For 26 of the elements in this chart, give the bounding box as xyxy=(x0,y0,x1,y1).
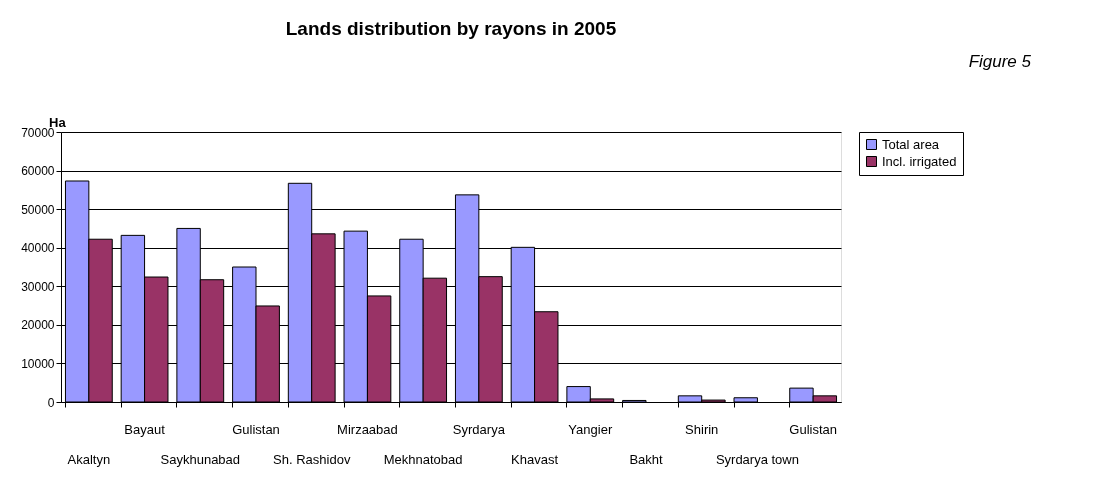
legend-label: Incl. irrigated xyxy=(882,153,957,169)
y-tick-label: 40000 xyxy=(21,241,55,256)
x-tick-label: Syrdarya town xyxy=(715,452,799,467)
x-tick-label: Akaltyn xyxy=(67,452,111,467)
x-tick-label: Yangier xyxy=(568,422,613,437)
y-tick-label: 60000 xyxy=(21,164,55,179)
x-tick-label: Bayaut xyxy=(124,422,166,437)
x-tick-label: Gulistan xyxy=(789,422,837,437)
x-tick-label: Khavast xyxy=(511,452,559,467)
chart-title: Lands distribution by rayons in 2005 xyxy=(285,18,617,39)
x-tick-label: Syrdarya xyxy=(452,422,506,437)
legend-label: Total area xyxy=(882,136,940,152)
x-tick-label: Bakht xyxy=(629,452,664,467)
caption: Figure 5 xyxy=(968,52,1032,71)
y-tick-label: 30000 xyxy=(21,279,55,294)
y-tick-label: 20000 xyxy=(21,318,55,333)
x-tick-label: Sh. Rashidov xyxy=(273,452,351,467)
x-tick-label: Mekhnatobad xyxy=(383,452,463,467)
y-tick-label: 50000 xyxy=(21,202,55,217)
y-tick-label: 10000 xyxy=(21,356,55,371)
x-tick-label: Gulistan xyxy=(232,422,280,437)
y-axis-title: Ha xyxy=(49,115,67,130)
y-tick-label: 0 xyxy=(47,395,55,410)
x-tick-label: Shirin xyxy=(685,422,719,437)
x-tick-label: Saykhunabad xyxy=(160,452,241,467)
x-tick-label: Mirzaabad xyxy=(337,422,398,437)
